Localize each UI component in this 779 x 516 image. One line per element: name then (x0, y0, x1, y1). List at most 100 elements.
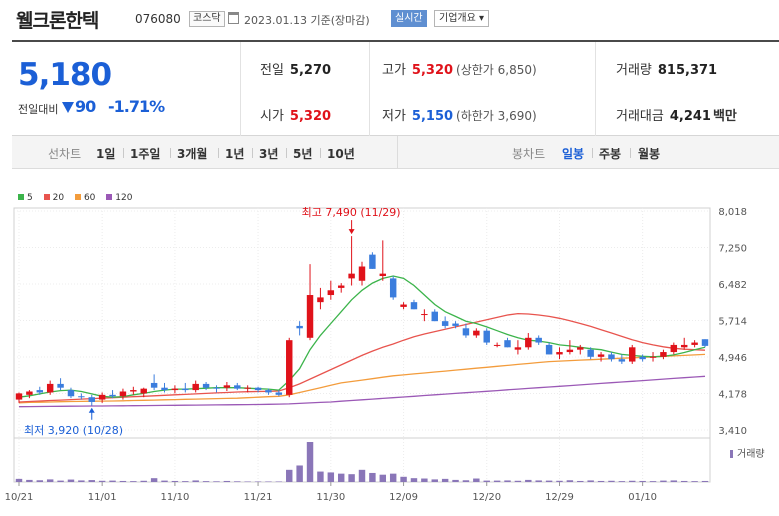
candle (254, 386, 262, 393)
candle (150, 374, 158, 391)
volume-bar (421, 478, 428, 482)
candle-body (109, 394, 116, 397)
chart-frame (13, 207, 711, 483)
min-annotation: 최저 3,920 (10/28) (24, 424, 123, 437)
period-3y[interactable]: 3년 (259, 147, 279, 161)
volume-bar (265, 481, 272, 482)
stock-header: 웰크론한텍 076080 코스닥 2023.01.13 기준(장마감) 실시간 … (0, 0, 779, 38)
candle (286, 337, 293, 398)
candle-body (452, 323, 459, 326)
change-percent: -1.71% (108, 97, 165, 116)
candle (670, 342, 678, 355)
volume-bar (161, 480, 168, 482)
volume-bar (369, 472, 376, 482)
candle (452, 321, 459, 329)
candle-body (660, 352, 667, 357)
period-1y[interactable]: 1년 (225, 147, 245, 161)
candle (327, 280, 335, 300)
chart-legend: 5 20 60 120 (18, 193, 140, 203)
volume-label: 거래량 (737, 448, 765, 460)
candle (431, 309, 438, 322)
candle (265, 388, 272, 395)
company-info-button[interactable]: 기업개요 ▾ (434, 10, 489, 27)
volume-bar (57, 480, 64, 482)
candle (535, 335, 542, 345)
candle (369, 252, 376, 269)
price-summary: 5,180 전일대비 90 -1.71% 전일 5,270 시가 5,320 고가 5… (12, 40, 779, 136)
candle (88, 394, 95, 406)
volume-bar (192, 480, 199, 482)
volume: 거래량 815,371 (616, 63, 718, 78)
candle-monthly[interactable]: 월봉 (638, 147, 661, 161)
candle-body (223, 385, 231, 388)
candle (223, 381, 231, 392)
base-date: 2023.01.13 기준(장마감) (244, 14, 370, 27)
candle (462, 323, 470, 338)
candle (618, 354, 626, 364)
period-3m[interactable]: 3개월 (177, 147, 208, 161)
candle-body (57, 383, 64, 388)
period-1d[interactable]: 1일 (96, 147, 116, 161)
volume-bar (556, 480, 563, 482)
volume-bar (15, 478, 23, 482)
candle-body (140, 388, 147, 394)
y-tick-label: 8,018 (718, 207, 747, 218)
down-arrow-icon (62, 102, 74, 113)
volume-bar (670, 480, 678, 482)
legend-ma5: 5 (18, 193, 33, 203)
volume-bar (545, 480, 553, 482)
volume-bar (46, 479, 54, 482)
x-tick-label: 11/21 (244, 492, 273, 503)
volume-legend-swatch (730, 450, 733, 458)
volume-bar (358, 469, 366, 482)
candle-weekly[interactable]: 주봉 (599, 147, 622, 161)
candle-body (431, 311, 438, 322)
candle (514, 340, 522, 355)
legend-swatch (74, 194, 81, 200)
period-10y[interactable]: 10년 (327, 147, 355, 161)
x-tick-label: 11/10 (160, 492, 189, 503)
x-tick-label: 12/09 (389, 492, 418, 503)
volume-bar (389, 473, 397, 482)
period-5y[interactable]: 5년 (293, 147, 313, 161)
candle-body (36, 390, 44, 393)
volume-bar (525, 479, 532, 482)
volume-bar (441, 478, 449, 482)
volume-bar (88, 480, 95, 482)
candle (15, 392, 23, 403)
candle (701, 339, 709, 348)
volume-bar (26, 479, 33, 482)
period-1w[interactable]: 1주일 (130, 147, 161, 161)
candle-body (317, 297, 324, 303)
x-tick-label: 11/01 (88, 492, 117, 503)
candle-body (202, 383, 210, 388)
candle-body (358, 266, 366, 281)
candle-body (514, 347, 522, 350)
candle (608, 352, 615, 362)
candle-body (171, 388, 179, 391)
volume-bar (337, 473, 345, 482)
candle-body (98, 394, 106, 400)
legend-ma20: 20 (43, 193, 64, 203)
candle (483, 328, 490, 345)
volume-bar (462, 480, 470, 482)
volume-bar (597, 480, 605, 482)
volume-bar (213, 481, 220, 482)
candle-body (234, 385, 241, 389)
volume-bar (577, 480, 584, 482)
prev-close: 전일 5,270 (260, 63, 332, 78)
volume-bar (452, 479, 459, 482)
volume-bar (431, 479, 438, 482)
candle (306, 264, 314, 341)
calendar-icon (228, 12, 239, 24)
y-tick-label: 3,410 (718, 426, 747, 437)
volume-bar (639, 480, 646, 482)
volume-bar (234, 481, 241, 482)
volume-bar (379, 474, 387, 482)
legend-swatch (18, 194, 24, 200)
candle-daily[interactable]: 일봉 (562, 147, 585, 161)
realtime-button[interactable]: 실시간 (391, 10, 427, 27)
y-tick-label: 4,178 (718, 390, 747, 401)
legend-swatch (43, 194, 50, 200)
candle-body (577, 347, 584, 350)
